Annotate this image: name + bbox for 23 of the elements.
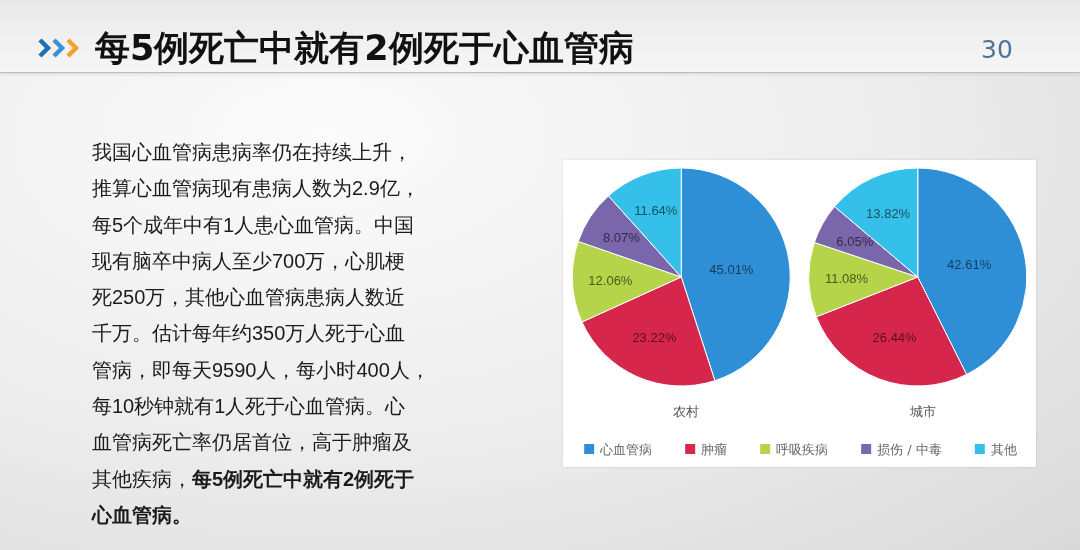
text: 其他疾病，	[92, 467, 192, 490]
text: 每5例死亡中就有2例死于	[192, 467, 415, 490]
legend-label: 其他	[990, 441, 1017, 457]
legend-label: 损伤 / 中毒	[877, 441, 942, 457]
slice-label: 农村	[673, 404, 700, 419]
text: 30	[981, 35, 1013, 65]
data-label: 11.64%	[634, 203, 678, 219]
data-label: 8.07%	[602, 229, 641, 245]
legend-label: 心血管病	[599, 441, 653, 457]
text: 我国心血管病患病率仍在持续上升，推算心血管病现有患病人数为2.9亿，每5个成年中有1人患心血管病。中国现有脑卒中病人至少700万，心肌梗死250万，其他心血管病患病人数近千万。估计每年约350万人死于心血管病，即每天9590人，每小时400人，每10秒钟就有1人死于心血管病。心血管病死亡率仍居首位，高于肿瘤及	[92, 141, 430, 454]
text: 每5例死亡中就有2例死于心血管病	[95, 27, 634, 69]
data-label: 6.05%	[836, 234, 874, 250]
legend-label: 呼吸疾病	[776, 441, 829, 457]
data-label: 13.82%	[866, 205, 911, 221]
text: 心血管病。	[92, 503, 192, 526]
data-label: 26.44%	[872, 329, 918, 345]
data-label: 12.06%	[588, 272, 633, 288]
data-label: 23.22%	[632, 330, 677, 346]
data-label: 45.01%	[709, 261, 754, 277]
data-label: 11.08%	[825, 271, 869, 287]
data-label: 42.61%	[947, 257, 992, 273]
legend-label: 肿瘤	[701, 441, 728, 457]
slice-label: 城市	[908, 404, 936, 419]
